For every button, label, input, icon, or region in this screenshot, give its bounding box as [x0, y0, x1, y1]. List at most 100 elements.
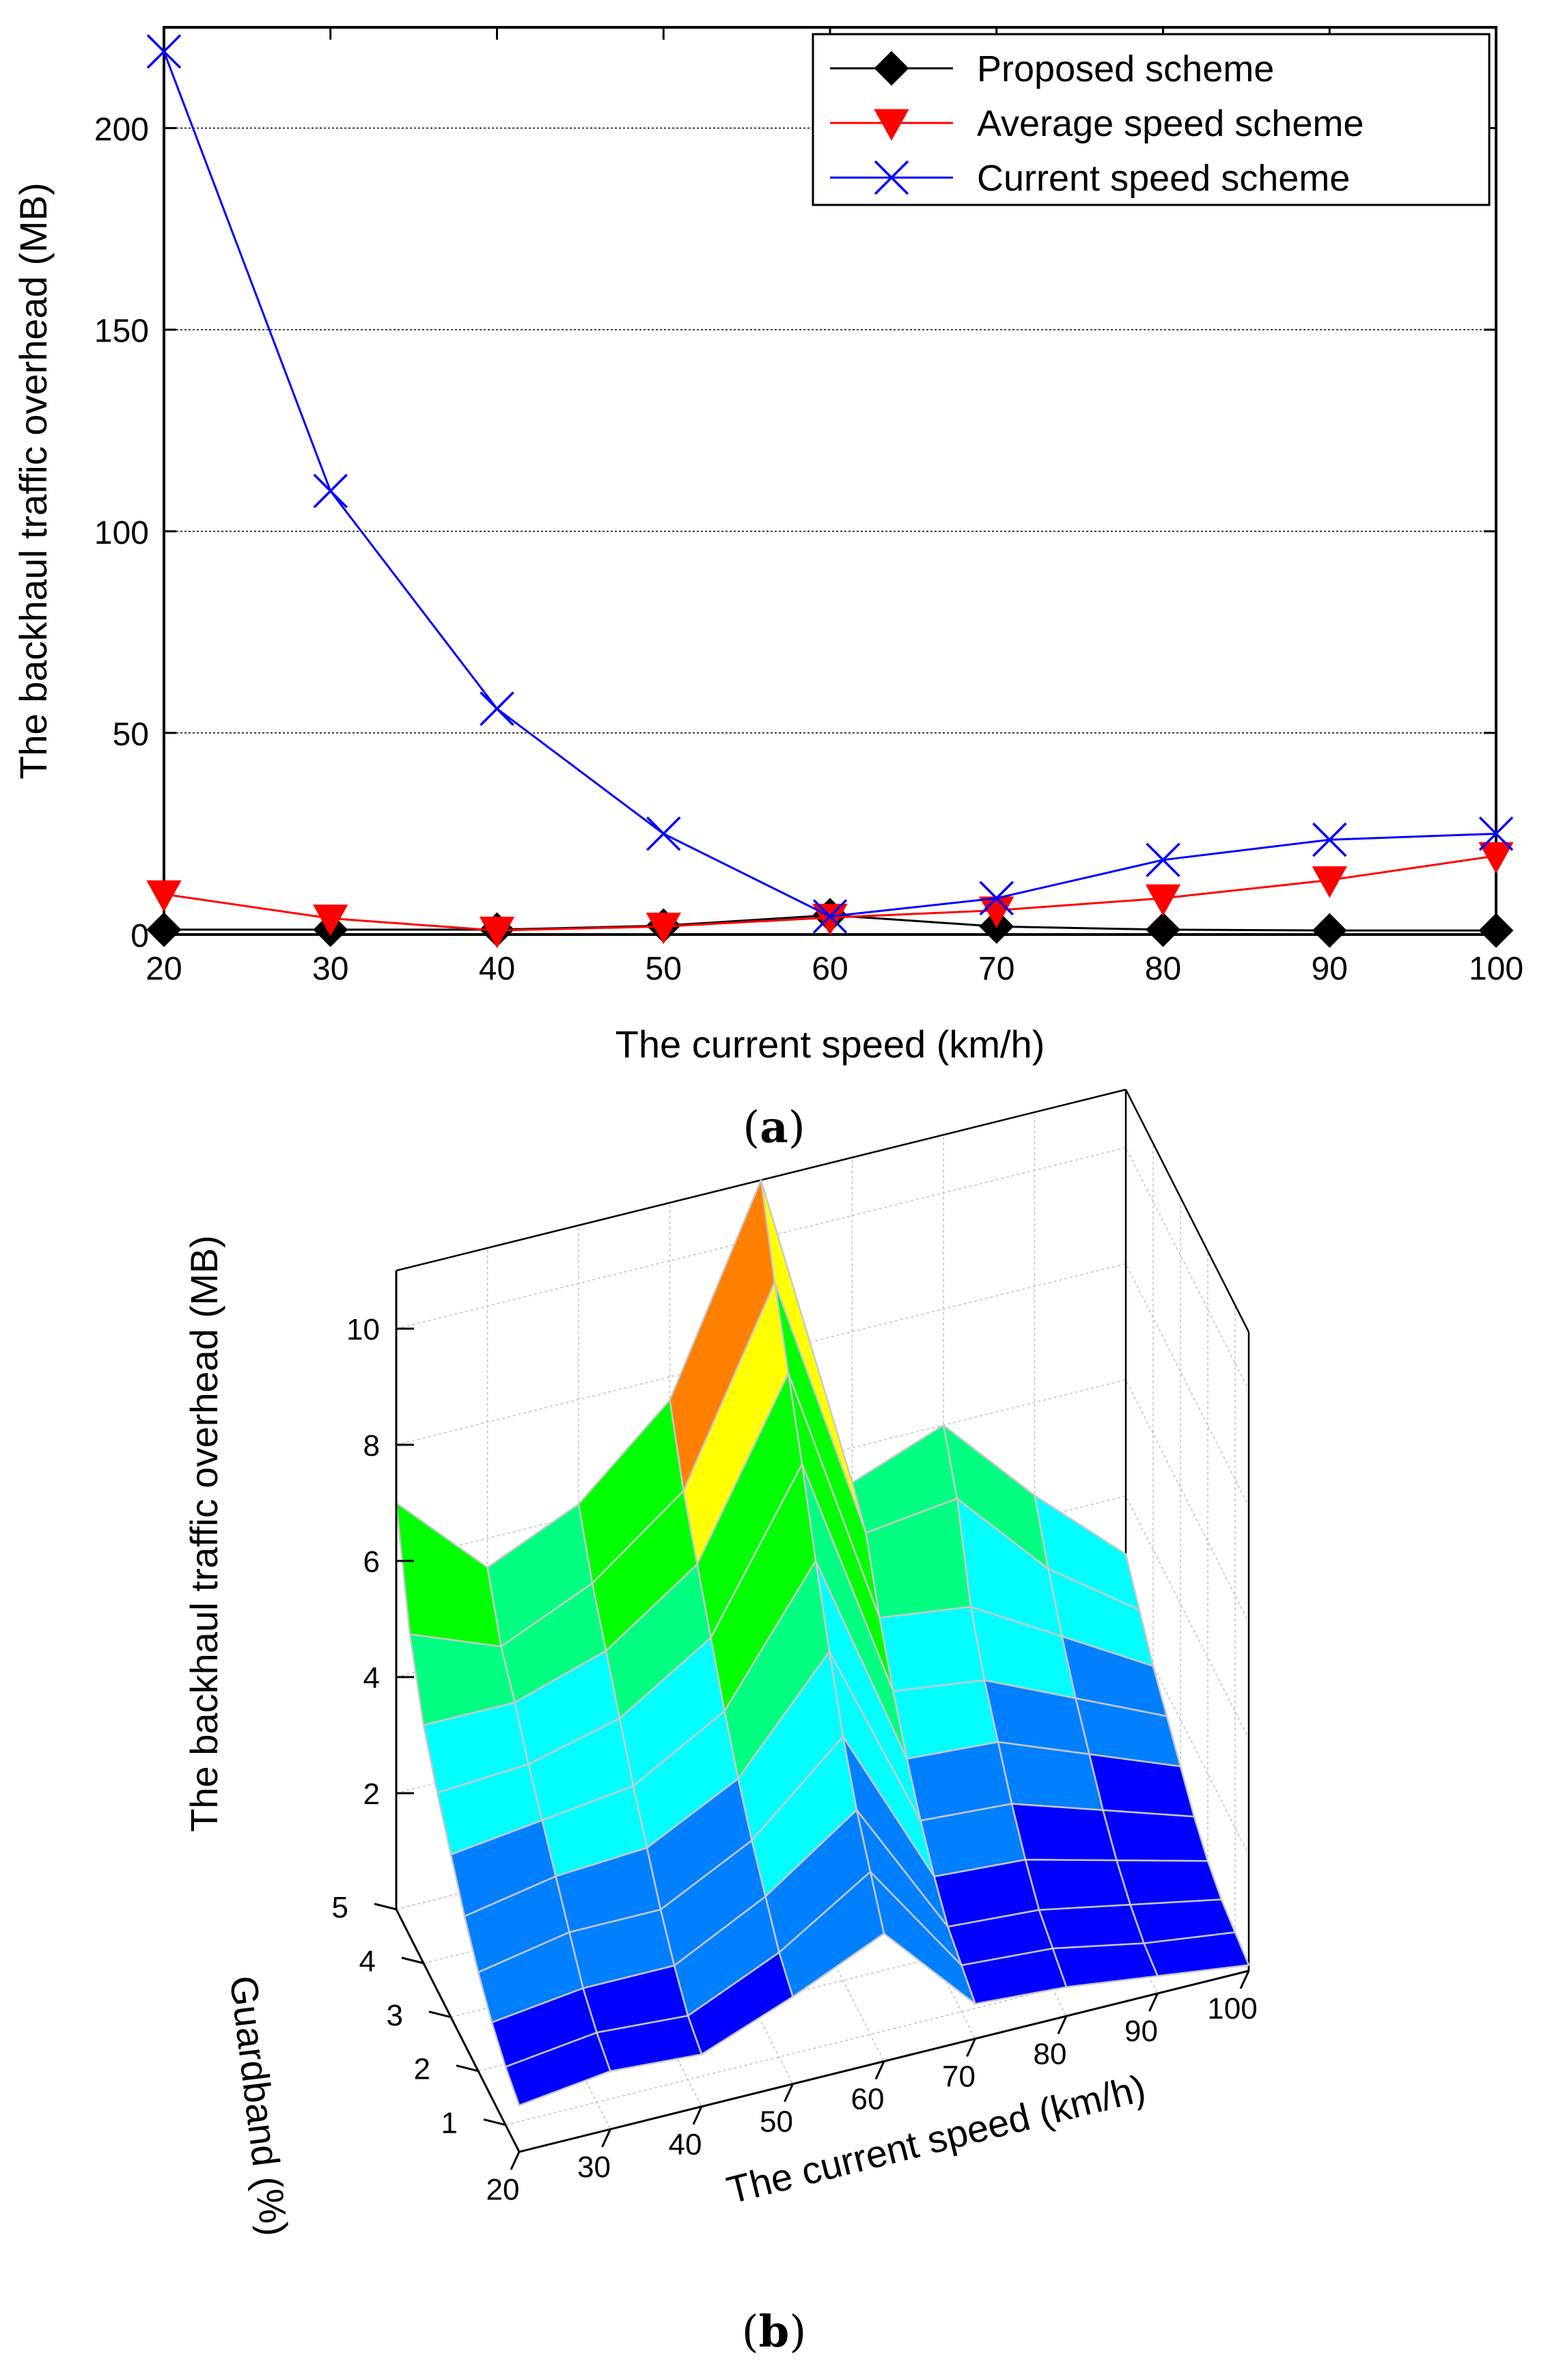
- y-tick-label-b: 2: [414, 2053, 430, 2086]
- surface-patch: [395, 1502, 502, 1648]
- caption-b: (b): [742, 2306, 807, 2357]
- x-tick-label-b: 30: [577, 2150, 611, 2184]
- surface-b: [395, 1179, 1250, 2107]
- x-tick-mark-b: [510, 2151, 521, 2170]
- axis-ticks-a: 0 50 100 150 200 20 30 40 50 60 70 80 90 100: [94, 27, 1523, 987]
- x-tick-mark-b: [601, 2129, 611, 2148]
- surface-patch: [1024, 1859, 1131, 1911]
- surface-patch: [504, 2032, 611, 2107]
- data-point-x: [1146, 842, 1180, 878]
- series-group-a: [146, 34, 1514, 949]
- y-tick-label: 200: [94, 112, 149, 148]
- data-point-diamond: [1312, 913, 1347, 948]
- data-point-x: [146, 34, 182, 69]
- y-tick-label: 50: [113, 717, 149, 753]
- legend-box-a: [812, 33, 1491, 206]
- data-point-triangle: [1478, 842, 1514, 874]
- legend-entry: Proposed scheme: [830, 49, 1274, 89]
- y-tick-label: 150: [94, 314, 149, 350]
- data-point-x: [979, 881, 1014, 916]
- x-tick-label-b: 40: [669, 2128, 702, 2161]
- data-point-triangle: [1312, 866, 1347, 898]
- z-tick-label-b: 8: [363, 1429, 380, 1463]
- wall-grid-line: [396, 1147, 1249, 1391]
- panel-a-line-chart: 0 50 100 150 200 20 30 40 50 60 70 80 90 100 Proposed…: [12, 26, 1523, 1153]
- data-point-diamond: [1478, 913, 1514, 948]
- z-tick-label-b: 2: [363, 1777, 380, 1811]
- legend-label: Proposed scheme: [977, 49, 1274, 89]
- x-tick-label: 60: [812, 951, 848, 987]
- y-axis-label-a: The backhaul traffic overhead (MB): [12, 182, 55, 779]
- data-point-x: [812, 899, 848, 934]
- x-tick-mark-b: [966, 2038, 976, 2058]
- legend-label: Current speed scheme: [977, 158, 1350, 199]
- y-tick-label: 0: [130, 918, 149, 954]
- y-tick-label-b: 3: [387, 1999, 403, 2032]
- caption-letter-a: a: [760, 1102, 788, 1153]
- legend-entry: Current speed scheme: [830, 158, 1350, 199]
- x-tick-mark-b: [1057, 2015, 1068, 2034]
- x-tick-label-b: 100: [1207, 1992, 1257, 2025]
- data-point-triangle: [146, 880, 182, 913]
- y-tick-label-b: 5: [332, 1891, 348, 1924]
- y-tick-mark-b: [483, 2118, 506, 2127]
- legend-entry: Average speed scheme: [830, 103, 1364, 144]
- x-tick-label-b: 80: [1034, 2037, 1067, 2071]
- x-tick-label-b: 60: [851, 2083, 885, 2116]
- surface-patch: [1038, 1903, 1145, 1950]
- x-tick-mark-b: [692, 2106, 703, 2125]
- y-tick-mark-b: [456, 2064, 479, 2073]
- x-tick-label-b: 50: [760, 2105, 793, 2139]
- x-axis-label-b: The current speed (km/h): [723, 2066, 1150, 2211]
- data-point-x: [480, 691, 514, 726]
- x-axis-label-a: The current speed (km/h): [616, 1023, 1045, 1066]
- legend-label: Average speed scheme: [977, 103, 1364, 144]
- x-tick-mark-b: [1239, 1970, 1250, 1989]
- surface-patch: [1010, 1803, 1118, 1862]
- x-tick-label: 90: [1312, 951, 1348, 987]
- x-tick-label: 70: [978, 951, 1014, 987]
- data-point-diamond: [874, 51, 909, 86]
- y-axis-label-b: Guardband (%): [222, 1974, 296, 2239]
- y-tick-label-b: 1: [441, 2107, 458, 2140]
- x-tick-label: 100: [1469, 951, 1523, 987]
- z-axis-label-b: The backhaul traffic overhead (MB): [182, 1235, 225, 1832]
- data-point-x: [646, 816, 681, 851]
- x-tick-label: 40: [479, 951, 515, 987]
- x-tick-label: 50: [646, 951, 682, 987]
- y-tick-mark-b: [374, 1902, 397, 1911]
- y-tick-mark-b: [428, 2010, 452, 2019]
- z-tick-label-b: 10: [346, 1313, 380, 1346]
- x-tick-label: 20: [146, 951, 182, 987]
- x-tick-mark-b: [784, 2083, 794, 2103]
- surface-patch: [1102, 1809, 1209, 1862]
- surface-patch: [1051, 1942, 1159, 1989]
- x-tick-label-b: 70: [942, 2060, 976, 2093]
- box-edge: [1124, 1089, 1250, 1333]
- x-tick-mark-b: [1148, 1993, 1159, 2012]
- y-tick-mark-b: [401, 1956, 424, 1965]
- x-tick-label: 80: [1145, 951, 1181, 987]
- x-tick-label-b: 90: [1124, 2015, 1158, 2048]
- x-tick-label: 30: [312, 951, 348, 987]
- caption-a: (a): [743, 1102, 805, 1153]
- y-tick-label-b: 4: [359, 1945, 376, 1978]
- data-point-triangle: [874, 109, 909, 141]
- caption-letter-b: b: [759, 2306, 790, 2357]
- data-point-triangle: [479, 916, 515, 949]
- data-point-triangle: [1145, 884, 1181, 916]
- data-point-x: [1478, 816, 1514, 851]
- data-point-x: [874, 160, 909, 195]
- legend-a: Proposed scheme Average speed scheme Curre…: [812, 33, 1491, 206]
- series-current-speed-scheme: [146, 34, 1514, 934]
- data-point-triangle: [646, 912, 681, 945]
- z-tick-label-b: 4: [363, 1661, 380, 1695]
- data-point-diamond: [1146, 912, 1180, 947]
- x-tick-mark-b: [874, 2060, 885, 2080]
- data-point-diamond: [146, 912, 182, 947]
- surface-patch: [1116, 1859, 1223, 1906]
- x-tick-label-b: 20: [486, 2173, 520, 2206]
